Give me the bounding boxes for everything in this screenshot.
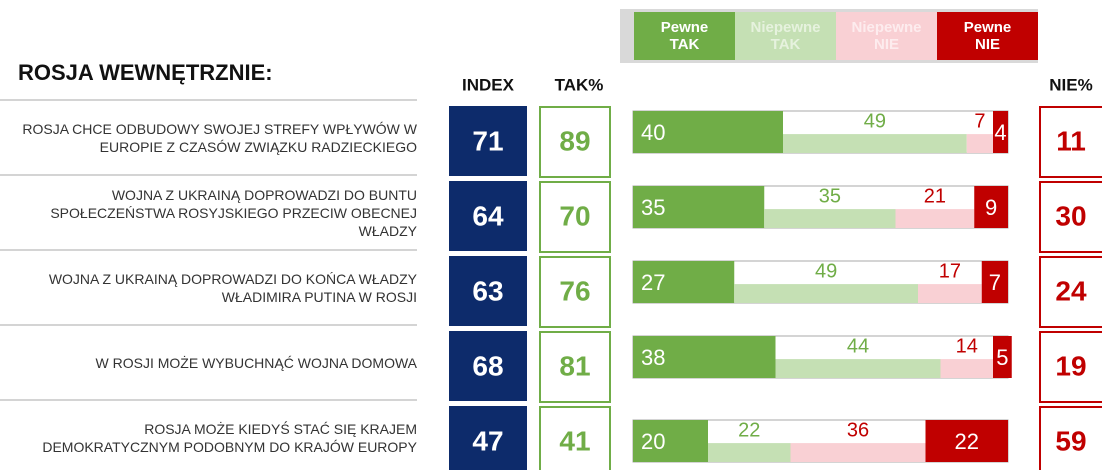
data-label: 27 [641,270,665,295]
bar-segment [790,443,926,462]
statement: WOJNA Z UKRAINĄ DOPROWADZI DO BUNTU SPOŁ… [50,187,417,239]
statement: ROSJA CHCE ODBUDOWY SWOJEJ STREFY WPŁYWÓ… [22,121,417,155]
tak-value: 89 [559,125,590,156]
nie-value: 11 [1056,125,1086,156]
data-label: 36 [847,419,869,441]
bar-segment [966,134,993,153]
tak-box [539,406,611,470]
nie-value: 30 [1055,200,1086,231]
statement: WOJNA Z UKRAINĄ DOPROWADZI DO KOŃCA WŁAD… [48,271,417,305]
index-value: 47 [472,425,503,456]
data-label: 38 [641,345,665,370]
index-box [449,406,527,470]
bar-segment [981,261,1008,303]
index-value: 71 [472,125,503,156]
bar-segment [708,443,791,462]
data-label: 22 [738,419,760,441]
tak-box [539,331,611,403]
tak-value: 81 [559,350,590,381]
legend-entry: Niepewne NIE [836,12,937,60]
bar-segment [764,209,896,228]
legend-entry: Niepewne TAK [735,12,836,60]
nie-box [1039,181,1102,253]
chart-title: ROSJA WEWNĘTRZNIE: [18,60,273,85]
nie-value: 19 [1055,350,1086,381]
data-label: 14 [956,335,978,357]
bar-segment [940,359,993,378]
data-label: 49 [864,110,886,132]
bar-segment [775,359,941,378]
data-label: 44 [847,335,869,357]
data-label: 35 [819,185,841,207]
data-label: 17 [939,260,961,282]
bar-segment [633,420,708,462]
data-label: 7 [974,110,985,132]
data-label: 7 [989,270,1001,295]
data-label: 49 [815,260,837,282]
legend-entry: Pewne NIE [937,12,1038,60]
statement: W ROSJI MOŻE WYBUCHNĄĆ WOJNA DOMOWA [95,355,417,371]
nie-box [1039,406,1102,470]
bar-segment [734,284,918,303]
bar-segment [633,336,776,378]
statement: ROSJA MOŻE KIEDYŚ STAĆ SIĘ KRAJEM DEMOKR… [42,421,417,455]
bar-segment [993,336,1012,378]
data-label: 9 [985,195,997,220]
index-box [449,181,527,251]
data-label: 4 [994,120,1006,145]
legend-entry: Pewne TAK [634,12,735,60]
nie-box [1039,256,1102,328]
bar-segment [918,284,982,303]
index-value: 64 [472,200,504,231]
bar-segment [925,420,1008,462]
tak-box [539,106,611,178]
column-header: INDEX [462,75,515,94]
data-label: 20 [641,429,665,454]
data-label: 22 [955,429,979,454]
bar-segment [633,186,765,228]
data-label: 21 [924,185,946,207]
bar-segment [633,111,783,153]
nie-box [1039,331,1102,403]
bar-segment [783,134,967,153]
tak-box [539,181,611,253]
index-value: 63 [472,275,503,306]
column-header: TAK% [555,75,604,94]
bar-segment [974,186,1008,228]
column-header: NIE% [1049,75,1092,94]
data-label: 5 [996,345,1008,370]
tak-value: 76 [559,275,590,306]
nie-box [1039,106,1102,178]
bar-segment [993,111,1008,153]
bar-segment [633,261,735,303]
index-box [449,256,527,326]
index-value: 68 [472,350,503,381]
nie-value: 59 [1055,425,1086,456]
bar-segment [895,209,975,228]
data-label: 35 [641,195,665,220]
nie-value: 24 [1055,275,1087,306]
data-label: 40 [641,120,665,145]
tak-value: 70 [559,200,590,231]
tak-box [539,256,611,328]
tak-value: 41 [559,425,590,456]
index-box [449,106,527,176]
index-box [449,331,527,401]
